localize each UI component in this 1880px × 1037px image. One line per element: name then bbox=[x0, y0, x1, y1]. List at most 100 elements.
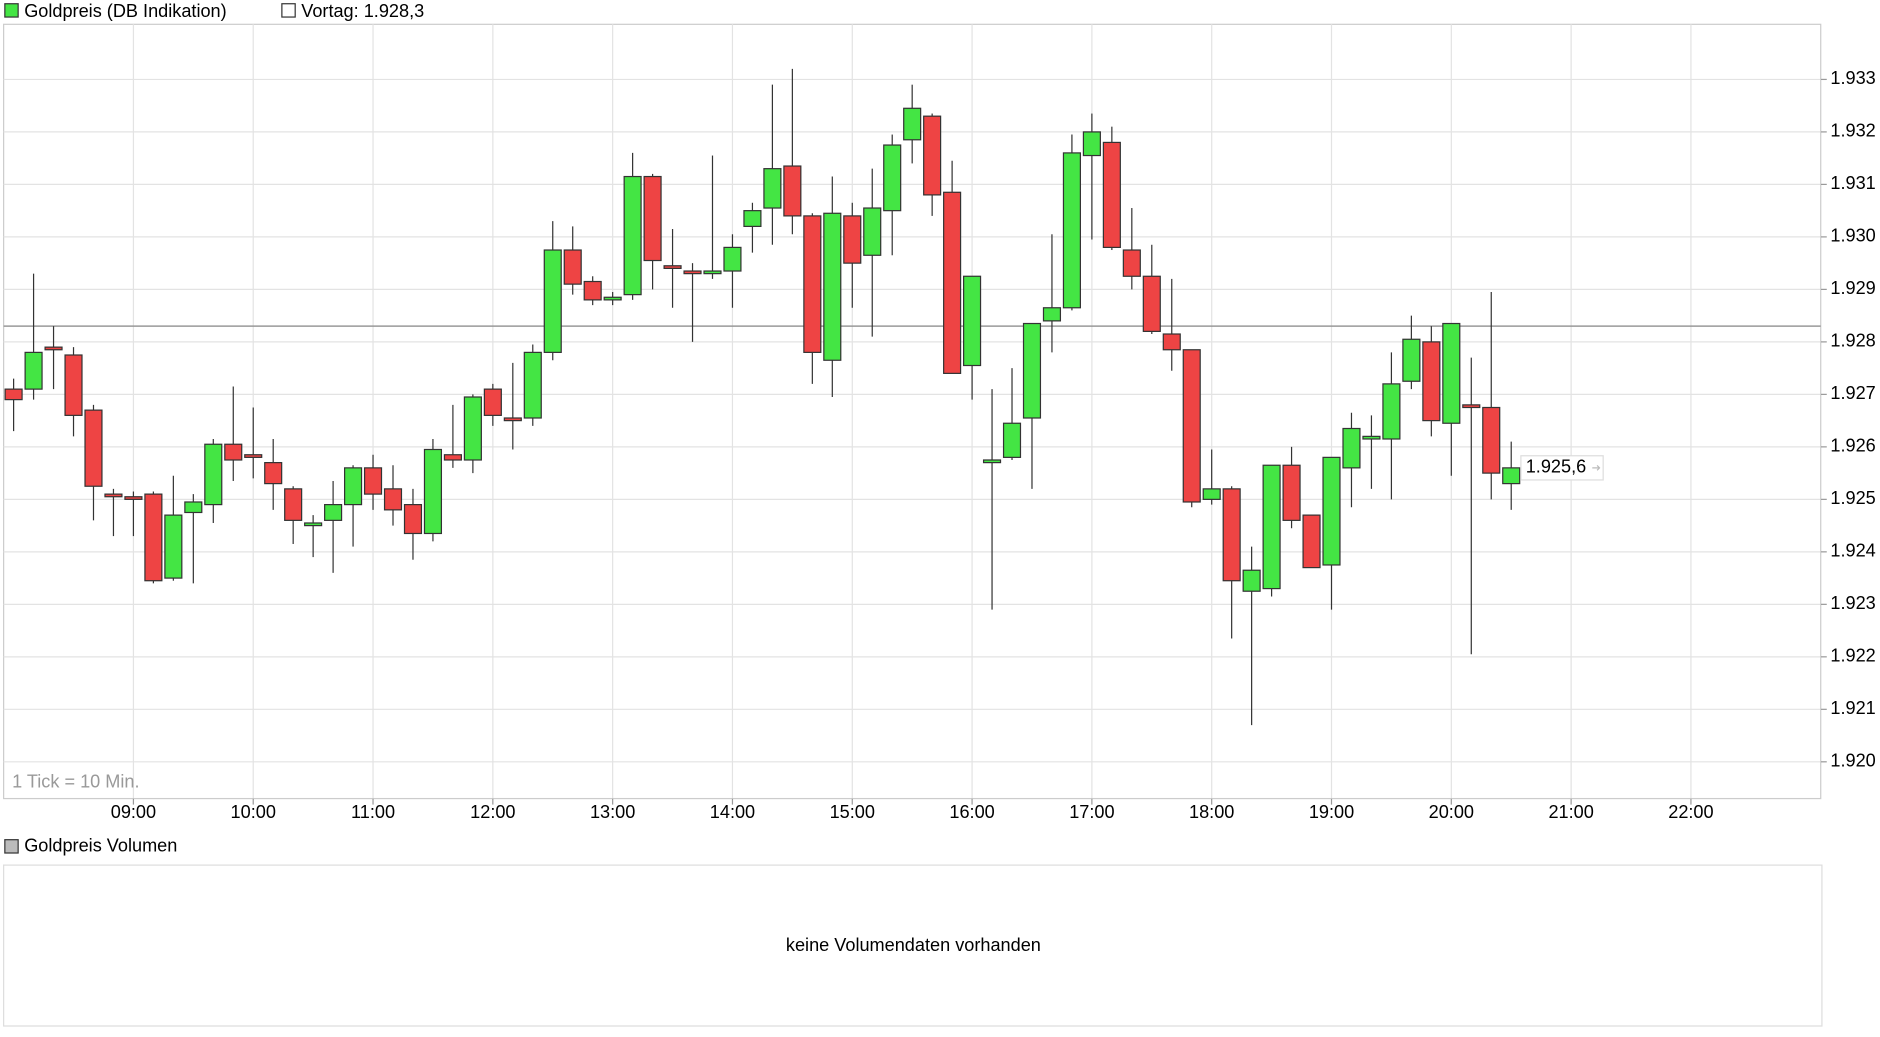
candle-body bbox=[84, 409, 103, 487]
candle-body bbox=[324, 504, 343, 521]
candle-body bbox=[843, 215, 862, 264]
x-tick-label: 19:00 bbox=[1309, 802, 1354, 822]
last-price-arrow bbox=[1592, 465, 1601, 471]
candle-body bbox=[723, 246, 742, 272]
candle-body bbox=[603, 296, 622, 301]
candle-body bbox=[284, 488, 303, 521]
candle-body bbox=[623, 175, 642, 296]
candle-body bbox=[503, 417, 522, 422]
candle-body bbox=[1342, 427, 1361, 469]
y-tick-label: 1.922 bbox=[1830, 646, 1875, 666]
candle-body bbox=[4, 388, 23, 401]
legend-label: Goldpreis (DB Indikation) bbox=[24, 1, 226, 21]
reference-label: Vortag: 1.928,3 bbox=[301, 1, 424, 21]
y-tick-label: 1.926 bbox=[1830, 436, 1875, 456]
candle-body bbox=[543, 249, 562, 353]
candle-body bbox=[1502, 467, 1521, 485]
candle-body bbox=[104, 493, 123, 498]
candle-body bbox=[1442, 322, 1461, 424]
candle-body bbox=[1202, 488, 1221, 500]
y-tick-label: 1.933 bbox=[1830, 68, 1875, 88]
y-tick-label: 1.930 bbox=[1830, 226, 1875, 246]
y-tick-label: 1.928 bbox=[1830, 331, 1875, 351]
candle-body bbox=[703, 270, 722, 275]
candle-body bbox=[563, 249, 582, 285]
last-price-tag bbox=[1520, 455, 1604, 481]
candle-body bbox=[1282, 464, 1301, 521]
candle-body bbox=[783, 165, 802, 217]
y-tick-label: 1.929 bbox=[1830, 278, 1875, 298]
y-tick-label: 1.927 bbox=[1830, 383, 1875, 403]
candle-body bbox=[743, 210, 762, 228]
candle-body bbox=[403, 504, 423, 535]
y-tick-label: 1.921 bbox=[1830, 698, 1875, 718]
candle-body bbox=[24, 351, 43, 390]
candle-body bbox=[1142, 275, 1161, 332]
volume-swatch bbox=[4, 839, 19, 854]
candle-body bbox=[903, 107, 922, 141]
x-tick-label: 22:00 bbox=[1668, 802, 1713, 822]
candle-body bbox=[1262, 464, 1281, 590]
candle-body bbox=[1222, 488, 1241, 582]
candle-body bbox=[1482, 406, 1501, 474]
candle-body bbox=[463, 396, 482, 461]
candle-body bbox=[343, 467, 363, 506]
y-tick-label: 1.920 bbox=[1830, 751, 1875, 771]
candle-body bbox=[1422, 341, 1441, 422]
candle-body bbox=[1362, 435, 1381, 440]
x-tick-label: 16:00 bbox=[949, 802, 994, 822]
candle-body bbox=[483, 388, 502, 416]
volume-note: keine Volumendaten vorhanden bbox=[786, 935, 1041, 955]
y-tick-label: 1.924 bbox=[1830, 541, 1875, 561]
candle-body bbox=[1062, 152, 1081, 309]
candle-body bbox=[224, 443, 243, 461]
candle-body bbox=[823, 212, 842, 361]
candle-body bbox=[1182, 349, 1201, 503]
x-tick-label: 14:00 bbox=[710, 802, 755, 822]
candle-body bbox=[943, 191, 962, 374]
volume-panel bbox=[3, 864, 1823, 1027]
candle-body bbox=[363, 467, 383, 495]
tick-note: 1 Tick = 10 Min. bbox=[12, 772, 139, 792]
y-tick-label: 1.932 bbox=[1830, 121, 1875, 141]
candle-body bbox=[1382, 383, 1401, 440]
candle-body bbox=[683, 270, 702, 275]
candle-body bbox=[1162, 333, 1181, 351]
x-tick-label: 13:00 bbox=[590, 802, 635, 822]
candle-body bbox=[244, 454, 263, 458]
reference-swatch bbox=[281, 3, 296, 18]
candle-body bbox=[164, 514, 183, 579]
last-price-label: 1.925,6 bbox=[1526, 457, 1586, 477]
legend-swatch bbox=[4, 3, 19, 18]
candle-body bbox=[1122, 249, 1141, 277]
candle-body bbox=[1102, 141, 1121, 249]
candle-body bbox=[204, 443, 223, 506]
candle-body bbox=[923, 115, 942, 196]
candle-body bbox=[803, 215, 822, 353]
candle-body bbox=[523, 351, 542, 419]
candle-body bbox=[883, 144, 902, 212]
candle-body bbox=[1302, 514, 1321, 569]
candle-body bbox=[304, 522, 323, 527]
candle-body bbox=[1002, 422, 1022, 458]
candle-body bbox=[423, 448, 443, 535]
candle-body bbox=[663, 265, 682, 269]
candle-body bbox=[44, 346, 63, 351]
x-tick-label: 09:00 bbox=[111, 802, 156, 822]
x-tick-label: 10:00 bbox=[231, 802, 276, 822]
volume-title: Goldpreis Volumen bbox=[24, 836, 177, 856]
x-tick-label: 21:00 bbox=[1548, 802, 1593, 822]
candle-body bbox=[443, 454, 462, 461]
candle-body bbox=[863, 207, 882, 256]
candle-body bbox=[1322, 456, 1341, 566]
candle-body bbox=[1462, 404, 1481, 409]
y-tick-label: 1.923 bbox=[1830, 593, 1875, 613]
x-tick-label: 12:00 bbox=[470, 802, 515, 822]
x-tick-label: 17:00 bbox=[1069, 802, 1114, 822]
candle-body bbox=[963, 275, 982, 367]
candle-body bbox=[763, 168, 782, 209]
candle-body bbox=[383, 488, 403, 511]
candle-body bbox=[982, 459, 1002, 464]
candle-body bbox=[1042, 307, 1062, 322]
